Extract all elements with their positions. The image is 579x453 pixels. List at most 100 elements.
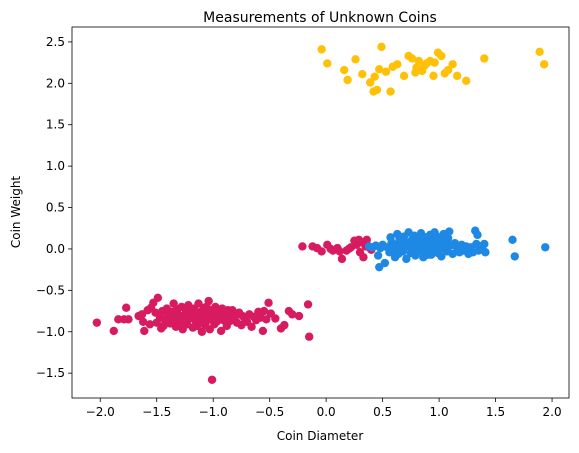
data-point-s2-33 [452,71,462,81]
data-point-s1-63 [448,249,457,259]
y-tick-label: 2.5 [46,35,65,49]
data-point-s1-83 [541,243,550,252]
data-point-s0-99 [179,316,189,326]
y-tick-label: −0.5 [36,283,65,297]
data-point-s0-96 [145,320,155,329]
x-tick-label: −2.0 [86,405,115,419]
x-tick-label: −1.5 [142,405,171,419]
y-axis-ticks: −1.5 −1.0 −0.5 0.0 0.5 1.0 1.5 2.0 2.5 [36,35,72,380]
data-point-s1-85 [405,238,414,247]
data-point-s2-21 [414,56,423,66]
data-point-s0-8 [138,317,148,327]
data-point-s2-0 [317,45,326,54]
x-tick-label: 1.0 [430,405,449,419]
data-point-s1-80 [481,248,490,257]
data-point-s2-1 [323,59,332,68]
y-tick-label: −1.5 [36,366,65,380]
data-point-s1-54 [437,252,446,261]
data-point-s0-95 [207,375,217,384]
data-point-s1-84 [423,250,433,259]
data-point-s2-12 [381,67,391,76]
data-point-s2-2 [340,65,349,75]
y-axis-label: Coin Weight [9,176,23,249]
data-point-s2-15 [393,60,402,69]
data-point-s0-89 [280,320,289,330]
data-point-s0-61 [216,326,226,336]
y-tick-label: 2.0 [46,76,65,90]
data-point-s0-100 [186,306,195,315]
data-point-s2-16 [399,71,409,81]
data-point-s0-91 [288,310,297,319]
data-point-s1-23 [402,254,411,264]
data-point-s1-75 [473,230,482,240]
x-tick-label: 0.0 [317,405,336,419]
data-point-s1-89 [391,244,401,254]
data-point-s2-3 [343,75,352,85]
data-point-s1-81 [508,235,517,245]
data-point-s2-18 [407,54,417,63]
data-point-s2-27 [430,58,439,67]
data-points [92,42,550,384]
data-point-s2-8 [370,72,379,81]
data-point-s1-86 [430,228,439,237]
data-point-s0-125 [362,235,372,245]
x-tick-label: −0.5 [255,405,284,419]
y-tick-label: 0.5 [46,201,65,215]
data-point-s0-77 [247,322,256,331]
data-point-s2-34 [462,76,471,86]
x-tick-label: 2.0 [543,405,562,419]
y-tick-label: −1.0 [36,325,65,339]
data-point-s0-103 [215,314,225,323]
data-point-s1-88 [441,233,451,242]
data-point-s2-29 [437,51,446,61]
data-point-s0-92 [294,311,304,321]
data-point-s0-94 [305,332,314,341]
data-point-s0-98 [168,309,177,318]
y-tick-label: 1.5 [46,118,65,132]
data-point-s0-15 [153,293,163,302]
chart-title: Measurements of Unknown Coins [203,10,437,26]
data-point-s0-1 [109,326,118,336]
data-point-s0-105 [298,242,307,251]
data-point-s2-37 [539,60,549,69]
x-tick-label: −1.0 [199,405,228,419]
data-point-s0-4 [122,303,131,312]
x-axis-ticks: −2.0 −1.5 −1.0 −0.5 0.0 0.5 1.0 1.5 2.0 [86,398,562,419]
plot-frame [71,26,570,399]
data-point-s1-3 [373,251,383,260]
data-point-s2-5 [358,70,367,79]
data-point-s0-82 [258,326,268,336]
data-point-s2-36 [535,47,544,57]
data-point-s0-85 [264,298,273,307]
data-point-s2-31 [443,65,453,75]
y-tick-label: 1.0 [46,159,65,173]
data-point-s0-114 [337,254,347,264]
data-point-s0-45 [197,327,207,336]
data-point-s2-4 [351,55,360,64]
data-point-s0-113 [335,247,344,256]
data-point-s0-9 [140,326,149,336]
x-tick-label: 1.5 [486,405,505,419]
data-point-s2-6 [366,78,375,87]
data-point-s1-82 [510,252,519,261]
data-point-s0-108 [317,247,326,256]
y-tick-label: 0.0 [46,242,65,256]
data-point-s2-11 [377,42,386,52]
data-point-s0-123 [359,253,368,262]
data-point-s0-84 [262,315,271,324]
data-point-s2-10 [375,65,384,74]
data-point-s0-97 [159,321,168,331]
data-point-s1-7 [380,258,390,268]
data-point-s0-104 [223,306,233,315]
data-point-s0-101 [193,321,202,331]
data-point-s2-13 [386,87,395,96]
x-tick-label: 0.5 [373,405,392,419]
data-point-s2-9 [372,85,382,95]
data-point-s1-87 [416,246,426,255]
data-point-s2-32 [448,60,457,69]
data-point-s2-35 [480,54,489,63]
data-point-s0-83 [259,306,269,316]
data-point-s0-87 [271,314,280,323]
data-point-s1-79 [480,239,489,249]
